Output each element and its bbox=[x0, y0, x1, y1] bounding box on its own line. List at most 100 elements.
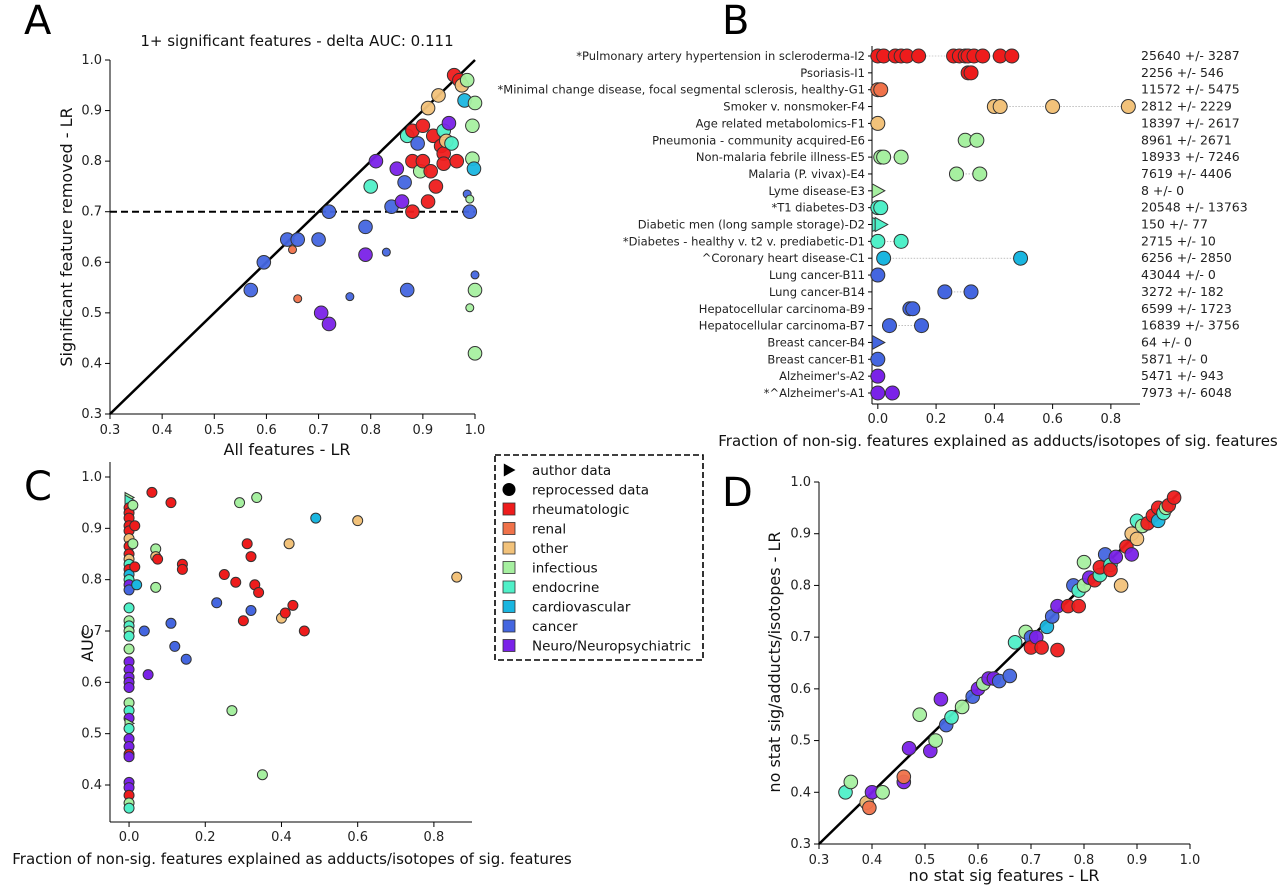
panel-b-row-count: 8 +/- 0 bbox=[1141, 183, 1184, 198]
panel-c-xlabel: Fraction of non-sig. features explained … bbox=[12, 850, 572, 868]
panel-b-point bbox=[963, 284, 979, 300]
panel-d-point bbox=[1129, 531, 1145, 547]
panel-d-point bbox=[1007, 635, 1023, 650]
panel-b-row-count: 18397 +/- 2617 bbox=[1141, 115, 1240, 130]
panel-c-point bbox=[165, 497, 177, 509]
panel-a-point bbox=[288, 245, 297, 255]
panel-d-point bbox=[901, 741, 917, 756]
panel-b-point bbox=[975, 48, 991, 64]
panel-d-point bbox=[1076, 554, 1092, 570]
panel-c-point bbox=[152, 553, 164, 565]
legend-label: rheumatologic bbox=[532, 502, 629, 518]
panel-b-point bbox=[1004, 48, 1020, 64]
legend-swatch-infectious bbox=[502, 561, 516, 574]
panel-a-point bbox=[415, 153, 431, 169]
panel-c-point bbox=[245, 604, 257, 616]
panel-a-point bbox=[466, 161, 482, 177]
panel-b-row-label: Hepatocellular carcinoma-B9 bbox=[699, 302, 865, 316]
panel-d-ylabel: no stat sig/adducts/isotopes - LR bbox=[765, 531, 784, 792]
panel-a-x-tick-label: 0.8 bbox=[360, 423, 381, 438]
panel-c-y-tick-label: 0.7 bbox=[81, 624, 102, 639]
panel-a-point bbox=[358, 247, 373, 262]
panel-d-point bbox=[1108, 549, 1124, 565]
panel-a-x-tick-label: 0.6 bbox=[256, 423, 277, 438]
panel-b-point bbox=[876, 250, 892, 266]
panel-b-row-count: 2256 +/- 546 bbox=[1141, 65, 1224, 80]
panel-a-point bbox=[465, 118, 480, 134]
panel-c-point bbox=[180, 653, 192, 665]
panel-d-point bbox=[896, 769, 912, 785]
panel-c-y-tick-label: 0.5 bbox=[81, 727, 102, 742]
panel-d-point bbox=[843, 774, 859, 790]
panel-c-scatter: Fraction of non-sig. features explained … bbox=[12, 462, 572, 868]
panel-a-point bbox=[243, 282, 259, 298]
panel-b-point bbox=[874, 216, 889, 233]
panel-c-point bbox=[298, 625, 310, 637]
panel-b-row-count: 2715 +/- 10 bbox=[1141, 233, 1216, 248]
panel-a-point bbox=[321, 204, 337, 220]
panel-a-x-tick-label: 0.5 bbox=[204, 423, 225, 438]
panel-b-point bbox=[937, 284, 953, 300]
panel-c-y-tick-label: 0.9 bbox=[81, 521, 102, 536]
panel-b-row-label: Psoriasis-I1 bbox=[800, 66, 865, 80]
panel-a-point bbox=[420, 194, 436, 209]
panel-d-x-tick-label: 0.6 bbox=[968, 853, 989, 868]
panel-a-x-tick-label: 1.0 bbox=[465, 423, 486, 438]
panel-b-dotplot: Fraction of non-sig. features explained … bbox=[498, 46, 1278, 450]
panel-d-xlabel: no stat sig features - LR bbox=[909, 866, 1100, 885]
panel-letter-a: A bbox=[24, 0, 52, 44]
legend-label: author data bbox=[532, 463, 611, 479]
panel-a-y-tick-label: 0.3 bbox=[81, 407, 102, 422]
panel-d-point bbox=[928, 733, 943, 748]
panel-b-row-count: 5471 +/- 943 bbox=[1141, 368, 1224, 383]
panel-b-x-tick-label: 0.6 bbox=[1042, 412, 1063, 427]
panel-b-point bbox=[893, 233, 909, 249]
panel-b-point bbox=[963, 65, 979, 81]
panel-a-point bbox=[363, 179, 379, 194]
panel-c-ylabel: AUC bbox=[78, 628, 97, 662]
panel-b-point bbox=[893, 149, 909, 165]
panel-d-x-tick-label: 0.7 bbox=[1021, 853, 1042, 868]
legend-swatch-renal bbox=[502, 522, 516, 535]
panel-a-x-tick-label: 0.9 bbox=[413, 423, 434, 438]
panel-c-x-tick-label: 0.6 bbox=[347, 830, 368, 845]
panel-a-point bbox=[399, 282, 415, 298]
panel-b-row-count: 64 +/- 0 bbox=[1141, 334, 1192, 349]
panel-c-point bbox=[129, 561, 141, 573]
panel-c-point bbox=[237, 615, 249, 627]
legend-swatch-other bbox=[502, 541, 516, 555]
panel-c-point bbox=[142, 669, 154, 681]
panel-b-row-count: 5871 +/- 0 bbox=[1141, 351, 1208, 366]
panel-b-point bbox=[873, 82, 889, 98]
panel-b-row-count: 3272 +/- 182 bbox=[1141, 284, 1224, 299]
panel-a-point bbox=[311, 232, 326, 247]
panel-a-point bbox=[397, 175, 412, 190]
panel-a-point bbox=[313, 305, 329, 321]
panel-c-point bbox=[279, 607, 291, 619]
panel-c-point bbox=[123, 584, 135, 596]
legend: author data reprocessed data rheumatologic… bbox=[494, 454, 704, 661]
panel-b-row-label: *Pulmonary artery hypertension in sclero… bbox=[576, 49, 865, 63]
panel-d-scatter: no stat sig features - LR no stat sig/ad… bbox=[765, 475, 1200, 885]
panel-b-point bbox=[881, 318, 897, 334]
panel-c-point bbox=[241, 538, 253, 550]
panel-a-ylabel: Significant feature removed - LR bbox=[57, 107, 76, 366]
panel-d-y-tick-label: 0.4 bbox=[790, 785, 811, 800]
panel-a-point bbox=[394, 194, 410, 209]
panel-b-row-label: Lung cancer-B11 bbox=[769, 268, 865, 282]
panel-a-y-tick-label: 0.4 bbox=[81, 356, 102, 371]
panel-c-x-tick-label: 0.4 bbox=[271, 830, 292, 845]
panel-b-point bbox=[1045, 99, 1061, 115]
panel-b-row-count: 16839 +/- 3756 bbox=[1141, 318, 1240, 333]
panel-b-row-count: 8961 +/- 2671 bbox=[1141, 132, 1232, 147]
panel-c-y-tick-label: 1.0 bbox=[81, 470, 102, 485]
panel-c-point bbox=[211, 597, 223, 609]
panel-b-row-count: 7973 +/- 6048 bbox=[1141, 385, 1232, 400]
panel-b-row-count: 6599 +/- 1723 bbox=[1141, 301, 1232, 316]
panel-c-point bbox=[169, 640, 181, 652]
panel-c-point bbox=[176, 563, 188, 575]
panel-b-point bbox=[873, 200, 889, 216]
legend-label: cancer bbox=[532, 619, 578, 635]
panel-d-point bbox=[944, 710, 959, 725]
panel-d-x-tick-label: 0.3 bbox=[809, 853, 830, 868]
